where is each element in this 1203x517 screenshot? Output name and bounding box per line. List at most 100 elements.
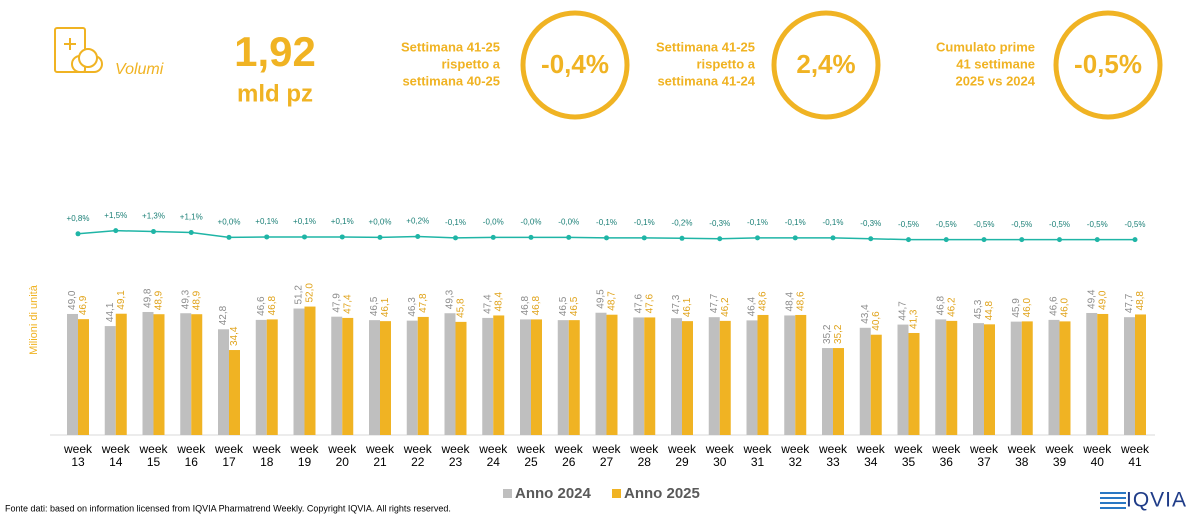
bar-label: 49,5 (596, 289, 607, 309)
bar-label: 44,8 (984, 300, 995, 320)
bar-label: 49,0 (67, 290, 78, 310)
line-label: +0,1% (293, 217, 316, 226)
bar-label: 41,3 (909, 309, 920, 329)
bar-label: 48,8 (1135, 291, 1146, 311)
bar (406, 320, 418, 435)
bar-label: 43,4 (860, 304, 871, 324)
bar (520, 319, 531, 435)
legend-swatch (503, 489, 512, 498)
bar-label: 52,0 (305, 283, 316, 303)
bar (493, 315, 505, 435)
bar (859, 327, 871, 435)
bar (795, 314, 807, 435)
bar-label: 44,7 (898, 301, 909, 321)
bar (719, 320, 731, 435)
bar (331, 316, 343, 435)
bar-label: 47,3 (671, 294, 682, 314)
logo: IQVIA (1126, 489, 1187, 512)
legend-label: Anno 2025 (624, 485, 700, 502)
bar-label: 46,3 (407, 297, 418, 317)
line-label: +1,5% (104, 211, 127, 220)
kpi-label: Cumulato prime (936, 39, 1035, 54)
bar-label: 47,7 (709, 293, 720, 313)
bar (784, 315, 796, 435)
bar-label: 40,6 (871, 311, 882, 331)
bar-label: 47,6 (644, 294, 655, 314)
bar-label: 47,6 (633, 294, 644, 314)
bar-label: 51,2 (294, 285, 305, 305)
line-label: -0,2% (672, 218, 693, 227)
line-point (151, 229, 156, 235)
kpi-label: rispetto a (441, 56, 500, 71)
line-point (453, 235, 458, 241)
line-label: -0,5% (936, 220, 957, 229)
line-label: +1,1% (180, 213, 203, 222)
line-point (679, 235, 685, 241)
x-tick-label: week 25 (516, 442, 545, 469)
x-tick-label: week 23 (441, 442, 470, 469)
bar (595, 312, 607, 435)
bar-label: 46,9 (78, 295, 89, 315)
kpi-value: 2,4% (796, 49, 855, 79)
bar-label: 47,7 (1124, 293, 1135, 313)
bar (935, 319, 947, 435)
source: Fonte dati: based on information license… (5, 503, 451, 513)
line-point (906, 237, 911, 243)
bar (1097, 313, 1109, 435)
x-tick-label: week 28 (630, 442, 659, 469)
x-tick-label: week 41 (1120, 442, 1149, 469)
line-point (377, 234, 383, 240)
bar-label: 46,4 (747, 296, 758, 316)
kpi-circle (1053, 10, 1163, 120)
line-point (188, 229, 194, 235)
bar-label: 46,1 (380, 297, 391, 317)
x-tick-label: week 34 (856, 442, 885, 469)
bar (180, 313, 192, 435)
bar-label: 49,4 (1086, 289, 1097, 309)
bar (191, 314, 203, 435)
x-tick-label: week 36 (932, 442, 961, 469)
kpi-circle (771, 10, 881, 120)
bar (229, 350, 240, 435)
line-point (868, 236, 874, 242)
line-label: -0,1% (596, 218, 617, 227)
bar (822, 348, 833, 435)
bar (482, 317, 494, 435)
bar (304, 306, 316, 435)
bar-label: 47,9 (331, 293, 342, 313)
bar-label: 44,1 (105, 302, 116, 322)
bar (380, 321, 391, 435)
kpi-label: 41 settimane (956, 56, 1035, 71)
bar-label: 48,6 (795, 291, 806, 311)
kpi-label: Settimana 41-25 (401, 39, 500, 54)
bar-label: 45,8 (456, 298, 467, 318)
bar-label: 48,9 (154, 290, 165, 310)
bar (444, 313, 456, 435)
x-tick-label: week 13 (63, 442, 92, 469)
bar (757, 314, 769, 435)
bar-label: 46,0 (1022, 297, 1033, 317)
bar (1059, 321, 1071, 435)
kpi-label: Settimana 41-25 (656, 39, 755, 54)
logo-stripes (1100, 492, 1126, 509)
bar-label: 46,8 (935, 296, 946, 316)
bar (946, 320, 958, 435)
bar (984, 324, 995, 435)
bar (568, 320, 580, 435)
bar (369, 320, 380, 435)
line-point (943, 237, 949, 243)
line-point (604, 235, 609, 241)
line-point (490, 234, 496, 240)
bar (633, 317, 645, 435)
bar (708, 317, 720, 435)
x-tick-label: week 38 (1007, 442, 1036, 469)
line-point (75, 231, 81, 237)
bar-label: 49,3 (180, 289, 191, 309)
line-label: -0,1% (785, 218, 806, 227)
x-tick-label: week 29 (667, 442, 696, 469)
bar (455, 321, 467, 435)
x-tick-label: week 22 (403, 442, 432, 469)
line-point (1094, 237, 1100, 243)
bar-label: 48,6 (758, 291, 769, 311)
bar-label: 46,5 (369, 296, 380, 316)
